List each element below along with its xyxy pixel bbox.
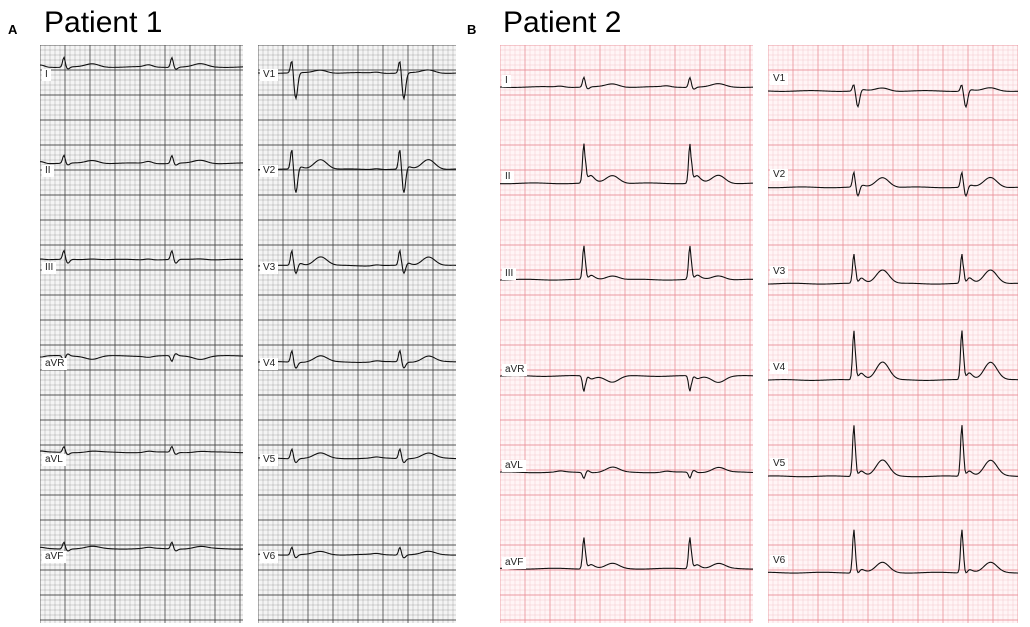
panel-a-title: Patient 1 — [44, 6, 163, 39]
patient1-limb-ecg-grid — [40, 45, 243, 623]
patient1-chest-lead-label-v3: V3 — [260, 261, 279, 274]
patient2-limb-lead-label-ii: II — [502, 171, 514, 184]
patient2-chest-trace-v3 — [768, 253, 1018, 285]
patient1-chest-trace-v1 — [258, 60, 456, 101]
patient1-limb-leads-strip: I II III aVR aVL aVF — [40, 45, 243, 623]
patient1-limb-lead-label-iii: III — [42, 261, 57, 274]
patient1-chest-trace-v5 — [258, 447, 456, 464]
patient1-chest-lead-label-v6: V6 — [260, 550, 279, 563]
panel-b-letter: B — [467, 22, 477, 37]
patient2-chest-lead-label-v4: V4 — [770, 362, 789, 374]
patient2-limb-trace-ii — [500, 143, 753, 185]
patient1-limb-trace-iii — [40, 249, 243, 264]
patient1-limb-lead-label-avr: aVR — [42, 358, 68, 370]
patient2-chest-trace-v5 — [768, 425, 1018, 478]
patient2-chest-trace-v4 — [768, 330, 1018, 381]
patient1-limb-lead-label-i: I — [42, 69, 51, 81]
patient2-chest-trace-v1 — [768, 84, 1018, 109]
patient2-limb-trace-avr — [500, 375, 753, 392]
patient1-chest-lead-label-v2: V2 — [260, 165, 279, 178]
patient1-limb-lead-label-ii: II — [42, 165, 54, 178]
patient2-limb-ecg-paper — [500, 45, 753, 623]
patient1-chest-ecg-paper — [258, 45, 456, 623]
patient2-chest-ecg-svg — [768, 45, 1018, 623]
patient2-chest-lead-label-v1: V1 — [770, 73, 789, 85]
patient1-chest-ecg-svg — [258, 45, 456, 623]
patient1-chest-lead-label-v5: V5 — [260, 454, 279, 467]
patient1-limb-lead-label-avf: aVF — [42, 550, 67, 563]
patient1-limb-trace-avr — [40, 353, 243, 363]
patient2-chest-lead-label-v3: V3 — [770, 265, 789, 278]
patient2-limb-trace-iii — [500, 245, 753, 281]
patient1-limb-ecg-svg — [40, 45, 243, 623]
patient2-limb-leads-strip: I II III aVR aVL aVF — [500, 45, 753, 623]
patient2-limb-ecg-svg — [500, 45, 753, 623]
patient1-chest-lead-label-v1: V1 — [260, 69, 279, 81]
patient2-chest-trace-v2 — [768, 170, 1018, 198]
patient2-limb-lead-label-avl: aVL — [502, 460, 526, 473]
patient2-limb-trace-i — [500, 75, 753, 90]
patient2-chest-lead-label-v2: V2 — [770, 169, 789, 182]
patient1-chest-trace-v6 — [258, 546, 456, 559]
patient2-limb-lead-label-iii: III — [502, 267, 517, 280]
patient2-chest-lead-label-v5: V5 — [770, 458, 789, 471]
patient1-limb-trace-ii — [40, 154, 243, 166]
patient1-limb-trace-i — [40, 55, 243, 70]
panel-a-letter: A — [8, 22, 18, 37]
patient1-chest-trace-v4 — [258, 348, 456, 370]
patient2-chest-leads-strip: V1 V2 V3 V4 V5 V6 — [768, 45, 1018, 623]
patient2-chest-ecg-grid — [768, 45, 1018, 623]
patient1-chest-leads-strip: V1 V2 V3 V4 V5 V6 — [258, 45, 456, 623]
patient2-chest-lead-label-v6: V6 — [770, 554, 789, 567]
patient1-chest-lead-label-v4: V4 — [260, 358, 279, 370]
patient1-limb-ecg-paper — [40, 45, 243, 623]
patient1-limb-trace-avf — [40, 541, 243, 552]
panel-b-title: Patient 2 — [503, 6, 622, 39]
patient2-limb-lead-label-avr: aVR — [502, 364, 528, 376]
patient2-limb-trace-avl — [500, 466, 753, 480]
patient1-chest-trace-v3 — [258, 248, 456, 275]
patient1-chest-ecg-grid — [258, 45, 456, 623]
patient2-limb-trace-avf — [500, 537, 753, 570]
patient2-limb-lead-label-avf: aVF — [502, 556, 527, 569]
patient2-chest-trace-v6 — [768, 529, 1018, 574]
patient2-limb-lead-label-i: I — [502, 75, 511, 87]
patient1-limb-trace-avl — [40, 445, 243, 456]
patient1-chest-trace-v2 — [258, 149, 456, 193]
patient1-limb-lead-label-avl: aVL — [42, 454, 66, 467]
